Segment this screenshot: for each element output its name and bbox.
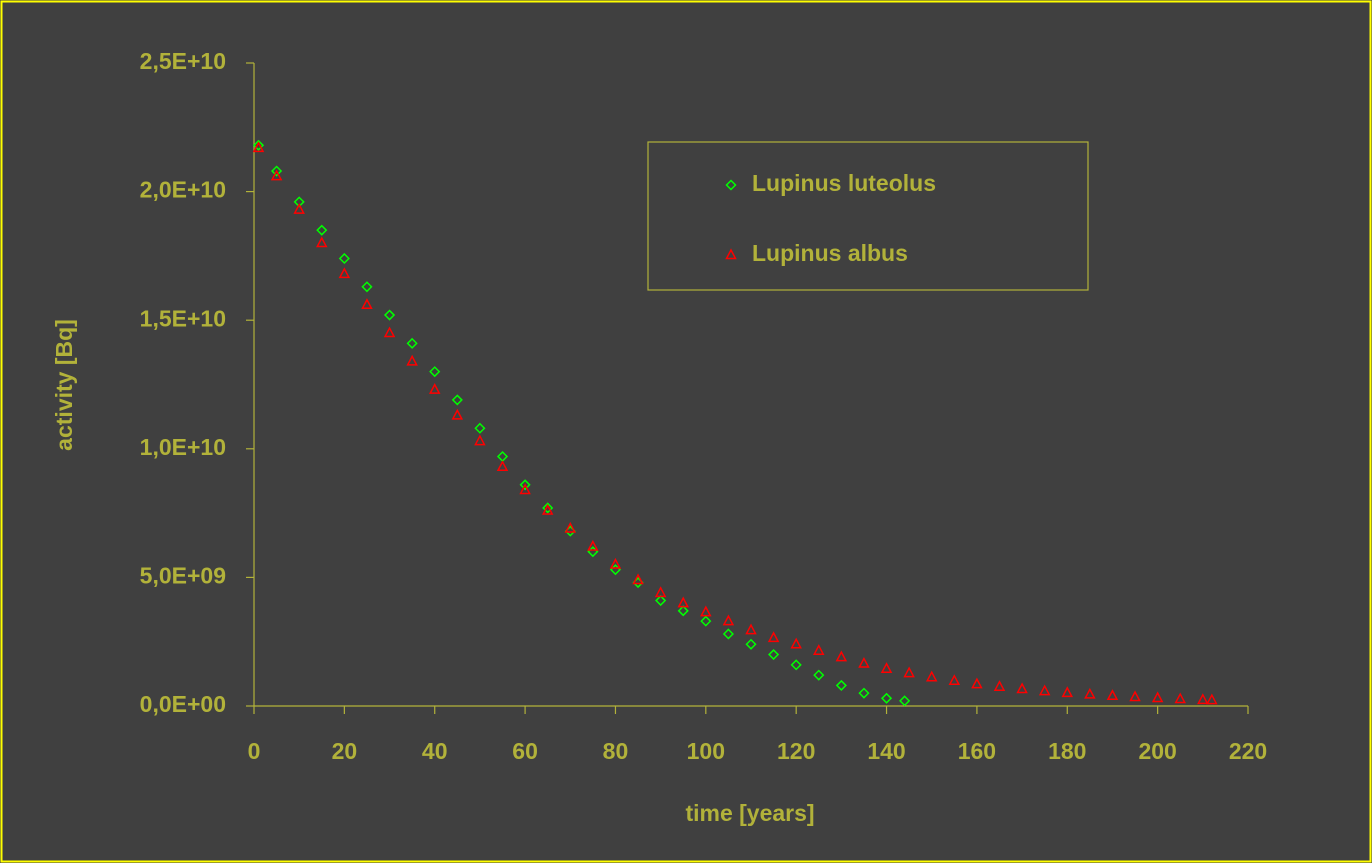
data-point [655,594,667,607]
data-point [813,644,825,655]
legend-label: Lupinus albus [752,240,908,266]
y-tick-label: 1,0E+10 [140,434,226,460]
y-tick-label: 0,0E+00 [140,691,226,717]
data-point [383,326,396,338]
data-point [971,677,983,689]
data-point [790,659,802,671]
data-point [252,141,265,153]
data-point [316,224,328,236]
legend-label: Lupinus luteolus [752,170,936,196]
y-tick-label: 2,5E+10 [140,48,226,74]
data-point [451,394,463,406]
data-point [361,298,373,310]
data-point [429,366,441,378]
data-point [858,656,870,668]
legend-marker [725,248,737,260]
data-point [880,662,893,673]
data-point [609,557,622,569]
legend-box [647,141,1089,291]
legend-marker [725,179,737,191]
data-point [252,139,265,151]
data-point [722,628,734,640]
data-point [474,422,486,434]
data-point [813,669,825,681]
data-point [1038,684,1051,696]
data-point [1197,693,1209,705]
x-tick-label: 180 [1048,738,1086,764]
data-point [880,692,893,704]
data-point [293,203,305,214]
data-point [1106,689,1119,700]
data-point [948,674,961,686]
x-axis-title: time [years] [685,800,814,826]
data-point [677,605,689,617]
data-point [654,586,667,598]
data-point [451,408,464,420]
data-point [383,309,396,321]
data-point [406,337,418,349]
data-point [925,670,938,682]
data-point [745,638,757,650]
data-point [1151,691,1164,703]
x-tick-label: 160 [958,738,996,764]
x-tick-label: 200 [1138,738,1176,764]
data-point [316,236,328,248]
data-point [700,615,712,627]
data-point [1174,692,1186,704]
x-tick-label: 220 [1229,738,1267,764]
data-point [790,637,802,649]
data-point [1206,693,1218,705]
y-axis-title: activity [Bq] [51,319,77,451]
data-point [767,631,780,643]
data-point [1129,690,1141,702]
x-tick-label: 60 [512,738,538,764]
data-point [270,169,283,181]
x-tick-label: 80 [603,738,629,764]
y-tick-label: 2,0E+10 [140,177,226,203]
data-point [700,605,712,617]
data-point [858,687,870,699]
data-point [361,281,373,293]
y-tick-label: 5,0E+09 [140,562,226,588]
data-point [428,383,441,394]
data-point [519,479,531,491]
data-point [474,434,486,446]
data-point [564,521,577,533]
data-point [496,460,509,472]
data-point [406,354,418,366]
data-point [1016,682,1028,694]
data-point [835,650,848,662]
data-point [899,695,911,707]
data-point [293,196,305,208]
x-tick-label: 120 [777,738,815,764]
data-point [338,267,351,279]
x-tick-label: 100 [687,738,725,764]
data-point [1061,686,1074,698]
data-point [587,539,599,551]
data-point [632,573,644,585]
data-point [993,680,1006,691]
x-tick-label: 0 [248,738,261,764]
data-point [768,648,780,661]
x-tick-label: 140 [867,738,905,764]
data-point [903,666,915,678]
data-point [1084,687,1096,699]
data-point [677,596,689,608]
data-point [745,623,757,635]
data-point [542,502,554,514]
x-tick-label: 40 [422,738,448,764]
data-point [271,165,283,177]
data-point [541,503,554,515]
data-point [835,679,847,691]
data-point [338,252,350,265]
data-point [722,614,735,626]
x-tick-label: 20 [332,738,358,764]
data-point [519,483,531,495]
y-tick-label: 1,5E+10 [140,305,226,331]
